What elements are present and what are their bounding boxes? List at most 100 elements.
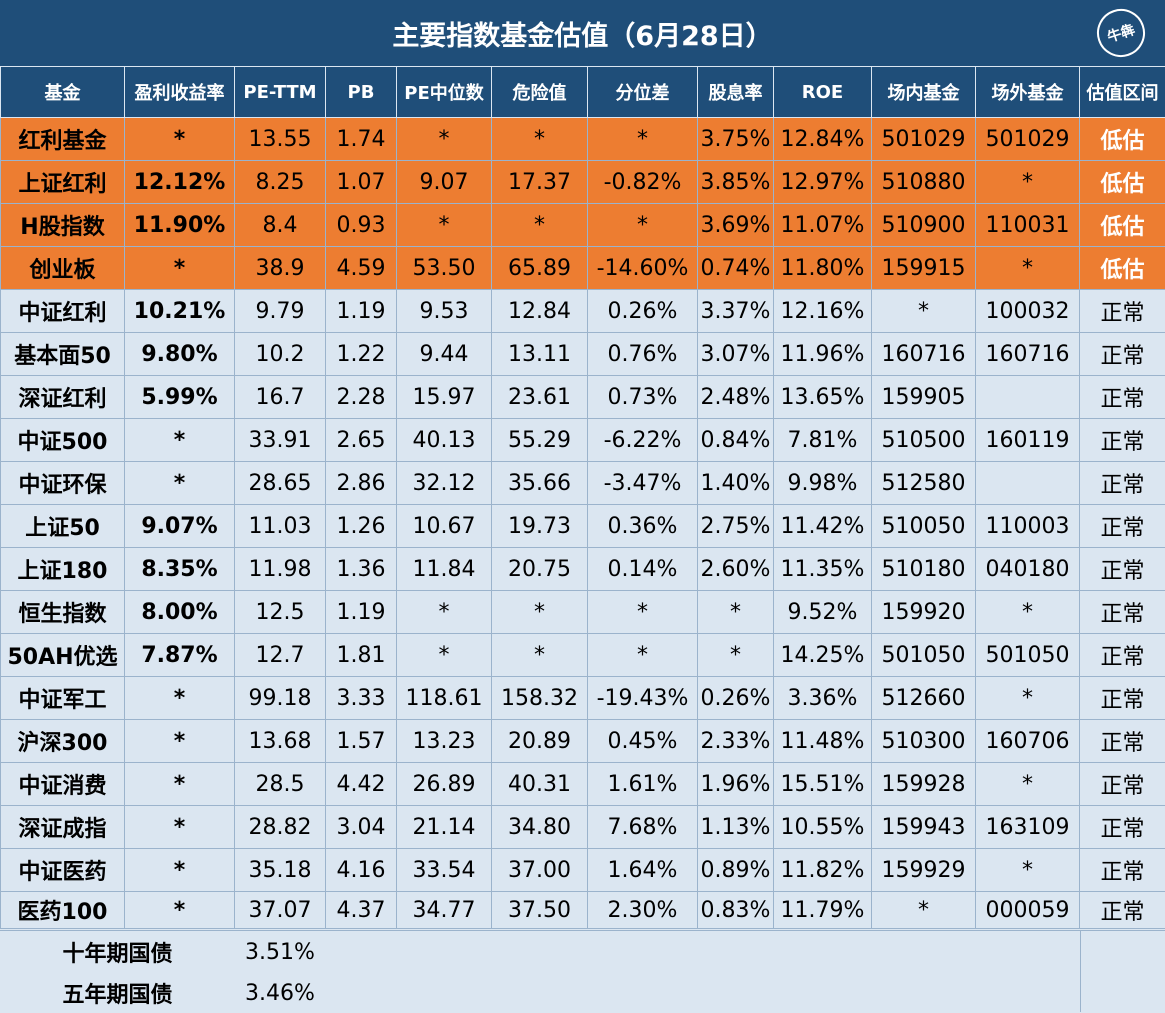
table-cell: 0.84% [698, 419, 774, 462]
valuation-status-cell: 低估 [1080, 204, 1165, 247]
table-cell: 17.37 [492, 161, 588, 204]
earnings-yield-cell: * [125, 763, 235, 806]
fund-name-cell: 医药100 [1, 892, 125, 929]
table-cell: 510180 [872, 548, 976, 591]
fund-name-cell: 红利基金 [1, 118, 125, 161]
table-cell: -6.22% [588, 419, 698, 462]
table-cell: 159905 [872, 376, 976, 419]
table-cell: 3.04 [326, 806, 397, 849]
table-cell: * [872, 892, 976, 929]
fund-name-cell: H股指数 [1, 204, 125, 247]
table-cell: 1.36 [326, 548, 397, 591]
table-cell: 0.26% [588, 290, 698, 333]
earnings-yield-cell: 10.21% [125, 290, 235, 333]
fund-name-cell: 中证军工 [1, 677, 125, 720]
table-cell: 2.48% [698, 376, 774, 419]
valuation-status-cell: 正常 [1080, 505, 1165, 548]
table-cell: -14.60% [588, 247, 698, 290]
table-cell: * [492, 591, 588, 634]
fund-name-cell: 中证500 [1, 419, 125, 462]
table-cell: 13.11 [492, 333, 588, 376]
earnings-yield-cell: * [125, 806, 235, 849]
table-cell: 10.55% [774, 806, 872, 849]
table-cell: 11.35% [774, 548, 872, 591]
table-cell: 28.65 [235, 462, 326, 505]
table-cell: 16.7 [235, 376, 326, 419]
earnings-yield-cell: 9.07% [125, 505, 235, 548]
fund-name-cell: 中证红利 [1, 290, 125, 333]
table-cell: * [698, 634, 774, 677]
table-cell: 3.85% [698, 161, 774, 204]
column-header: 估值区间 [1080, 67, 1165, 118]
table-cell: * [397, 204, 492, 247]
earnings-yield-cell: * [125, 892, 235, 929]
table-cell: 4.16 [326, 849, 397, 892]
table-cell: 11.98 [235, 548, 326, 591]
table-cell: 35.66 [492, 462, 588, 505]
table-cell: 65.89 [492, 247, 588, 290]
table-cell: 8.25 [235, 161, 326, 204]
table-cell: 20.75 [492, 548, 588, 591]
earnings-yield-cell: * [125, 118, 235, 161]
table-cell: 4.59 [326, 247, 397, 290]
table-cell: * [976, 247, 1080, 290]
table-cell: 0.76% [588, 333, 698, 376]
table-cell: 160119 [976, 419, 1080, 462]
fund-name-cell: 中证环保 [1, 462, 125, 505]
table-cell: 118.61 [397, 677, 492, 720]
table-cell: 1.40% [698, 462, 774, 505]
table-cell: 40.31 [492, 763, 588, 806]
table-cell: 2.86 [326, 462, 397, 505]
table-cell: 14.25% [774, 634, 872, 677]
table-cell: 11.42% [774, 505, 872, 548]
table-cell: * [397, 118, 492, 161]
table-cell: * [397, 591, 492, 634]
table-cell: 53.50 [397, 247, 492, 290]
table-cell: 1.64% [588, 849, 698, 892]
table-cell: * [976, 763, 1080, 806]
table-cell: 159943 [872, 806, 976, 849]
table-cell: 33.91 [235, 419, 326, 462]
earnings-yield-cell: 11.90% [125, 204, 235, 247]
table-cell: 12.84% [774, 118, 872, 161]
footer-divider [1080, 930, 1081, 1012]
table-cell: * [492, 118, 588, 161]
table-cell: 9.98% [774, 462, 872, 505]
table-cell: 512660 [872, 677, 976, 720]
brand-logo: 牛犇 [1091, 3, 1151, 63]
fund-name-cell: 上证红利 [1, 161, 125, 204]
column-header: PB [326, 67, 397, 118]
table-cell: * [588, 118, 698, 161]
table-cell: 1.57 [326, 720, 397, 763]
table-cell: 1.07 [326, 161, 397, 204]
table-cell: 7.68% [588, 806, 698, 849]
fund-name-cell: 中证消费 [1, 763, 125, 806]
table-cell: 2.60% [698, 548, 774, 591]
table-cell: 160716 [976, 333, 1080, 376]
table-cell: 000059 [976, 892, 1080, 929]
fund-name-cell: 深证成指 [1, 806, 125, 849]
valuation-status-cell: 低估 [1080, 247, 1165, 290]
valuation-status-cell: 正常 [1080, 677, 1165, 720]
table-cell [976, 462, 1080, 505]
table-cell: 1.19 [326, 290, 397, 333]
earnings-yield-cell: 9.80% [125, 333, 235, 376]
valuation-status-cell: 正常 [1080, 763, 1165, 806]
table-cell: 2.33% [698, 720, 774, 763]
valuation-status-cell: 正常 [1080, 333, 1165, 376]
table-cell: 1.26 [326, 505, 397, 548]
table-cell: 11.48% [774, 720, 872, 763]
table-cell: 159915 [872, 247, 976, 290]
bond-label: 十年期国债 [0, 936, 235, 968]
table-cell: 510300 [872, 720, 976, 763]
table-cell: * [492, 204, 588, 247]
earnings-yield-cell: * [125, 247, 235, 290]
table-cell: 160716 [872, 333, 976, 376]
table-cell: * [976, 849, 1080, 892]
table-cell: 2.30% [588, 892, 698, 929]
